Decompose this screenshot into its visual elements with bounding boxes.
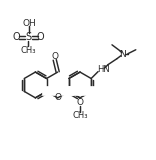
Text: O: O [13,32,20,42]
Text: S: S [25,32,32,42]
Text: O: O [37,32,44,42]
Text: N: N [119,50,126,59]
Text: HN: HN [97,65,110,74]
Text: O: O [76,98,83,107]
Text: OH: OH [23,19,36,28]
Text: CH₃: CH₃ [21,46,36,55]
Text: CH₃: CH₃ [72,111,88,120]
Text: O: O [51,52,58,61]
Text: O: O [54,93,61,102]
